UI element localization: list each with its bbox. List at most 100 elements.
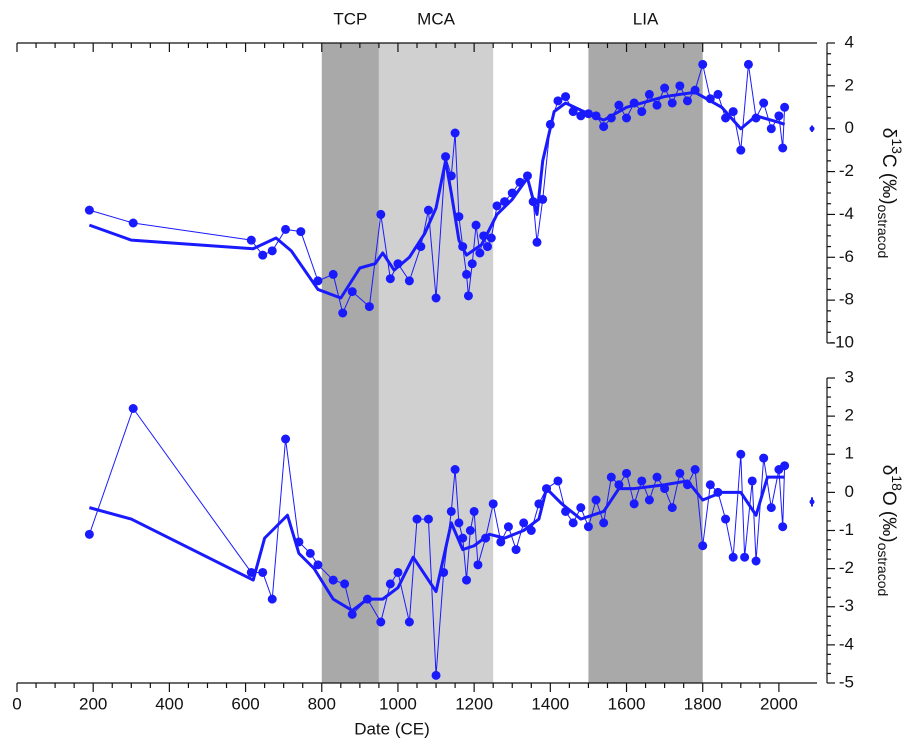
- data-point: [568, 107, 578, 117]
- data-point: [766, 124, 776, 134]
- data-point: [599, 122, 609, 132]
- data-point: [728, 107, 738, 117]
- data-point: [532, 237, 542, 247]
- y-tick-label: -4: [839, 204, 854, 223]
- y-title-sup: 18: [889, 475, 905, 491]
- y-tick-label: -2: [839, 161, 854, 180]
- y-axis-title: δ13C (‰)ostracod: [875, 128, 905, 259]
- data-point: [496, 537, 506, 547]
- y-tick-label: 2: [845, 406, 854, 425]
- x-tick-label: 1800: [684, 694, 722, 713]
- x-tick-label: 0: [12, 694, 21, 713]
- data-point: [462, 269, 472, 279]
- data-point: [690, 465, 700, 474]
- data-point: [471, 220, 481, 230]
- data-point: [780, 102, 790, 112]
- data-point: [652, 472, 662, 482]
- data-point: [482, 242, 492, 252]
- x-tick-label: 400: [155, 694, 183, 713]
- y-title-main: O (‰): [878, 491, 899, 543]
- y-tick-label: -10: [829, 332, 854, 351]
- data-point: [492, 201, 502, 211]
- data-point: [576, 503, 586, 513]
- data-point: [751, 556, 761, 566]
- y-tick-label: 3: [845, 367, 854, 386]
- data-point: [393, 567, 403, 577]
- data-point: [376, 209, 386, 219]
- data-point: [340, 579, 350, 589]
- y-tick-label: -5: [839, 672, 854, 691]
- data-point: [328, 575, 338, 585]
- x-tick-label: 200: [79, 694, 107, 713]
- data-point: [705, 480, 715, 490]
- data-point: [488, 499, 498, 509]
- data-point: [467, 259, 477, 269]
- y-tick-label: -3: [839, 596, 854, 615]
- data-point: [84, 205, 94, 215]
- data-point: [622, 113, 632, 123]
- data-point: [475, 248, 485, 258]
- data-point: [519, 518, 529, 528]
- data-point: [721, 514, 731, 524]
- x-axis-title: Date (CE): [354, 719, 430, 738]
- data-point: [682, 96, 692, 106]
- data-point: [675, 81, 685, 91]
- y-tick-label: -1: [839, 520, 854, 539]
- data-point: [463, 291, 473, 301]
- data-point: [522, 171, 532, 181]
- data-point: [583, 522, 593, 532]
- period-shading: [321, 43, 703, 683]
- smoothed-line: [88, 475, 785, 613]
- data-point: [347, 609, 357, 619]
- y-title-main: C (‰): [878, 154, 899, 205]
- data-point: [258, 250, 268, 260]
- data-point: [747, 476, 757, 486]
- data-point: [313, 276, 323, 286]
- data-point: [591, 495, 601, 505]
- y-tick-label: 4: [845, 32, 854, 51]
- data-point: [614, 100, 624, 110]
- data-point: [511, 545, 521, 555]
- data-point: [698, 59, 708, 69]
- data-point: [328, 269, 338, 279]
- data-point: [652, 100, 662, 110]
- data-point: [644, 89, 654, 99]
- y-title-sup: 13: [889, 138, 905, 154]
- data-point: [553, 476, 563, 486]
- data-point: [614, 480, 624, 490]
- x-tick-label: 1200: [455, 694, 493, 713]
- data-point: [743, 59, 753, 69]
- data-point: [423, 205, 433, 215]
- data-point: [246, 235, 256, 245]
- data-point: [404, 617, 414, 627]
- data-point: [780, 461, 790, 471]
- x-tick-label: 1000: [379, 694, 417, 713]
- y-tick-label: 2: [845, 75, 854, 94]
- data-point: [667, 98, 677, 108]
- data-point: [364, 302, 374, 312]
- data-point: [728, 552, 738, 562]
- error-bar-point: [809, 499, 815, 505]
- y-tick-label: 1: [845, 444, 854, 463]
- data-point: [667, 503, 677, 513]
- data-point: [454, 518, 464, 528]
- data-point: [713, 89, 723, 99]
- error-bar-point: [809, 126, 815, 132]
- data-point: [660, 83, 670, 93]
- y-title-sub: ostracod: [875, 205, 891, 259]
- data-point: [622, 468, 632, 478]
- data-point: [431, 670, 441, 680]
- y-tick-label: -8: [839, 290, 854, 309]
- y-axis-title: δ18O (‰)ostracod: [875, 465, 905, 597]
- data-point: [538, 194, 548, 204]
- data-point: [385, 274, 395, 284]
- data-point: [503, 522, 513, 532]
- y-title-symbol: δ: [878, 465, 899, 476]
- data-point: [450, 465, 460, 474]
- data-point: [629, 499, 639, 509]
- data-point: [385, 579, 395, 589]
- data-point: [675, 468, 685, 478]
- data-point: [778, 143, 788, 153]
- data-point: [568, 518, 578, 528]
- data-point: [465, 526, 475, 535]
